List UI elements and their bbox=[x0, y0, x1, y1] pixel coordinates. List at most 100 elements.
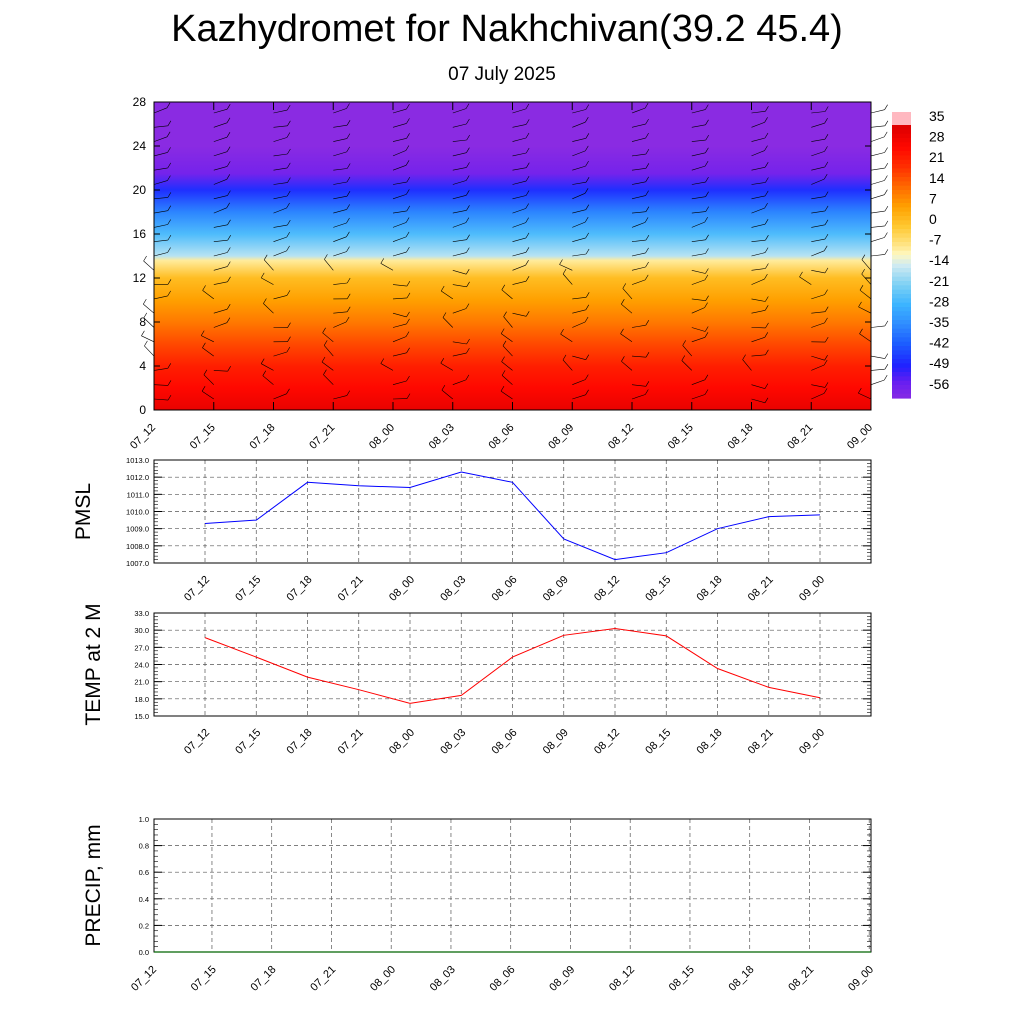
wind-barb-staff bbox=[572, 138, 586, 142]
wind-barb-staff bbox=[333, 236, 347, 242]
wind-barb-flag bbox=[405, 217, 410, 223]
wind-barb-flag bbox=[525, 119, 530, 125]
wind-barb-flag bbox=[884, 120, 889, 126]
wind-barb-staff bbox=[144, 345, 155, 357]
colorbar-cell bbox=[892, 354, 911, 360]
wind-barb-flag bbox=[406, 133, 410, 139]
wind-barb-flag bbox=[585, 204, 590, 210]
wind-barb-staff bbox=[870, 167, 885, 171]
wind-barb-staff bbox=[560, 333, 573, 343]
wind-barb-staff bbox=[333, 395, 347, 400]
colorbar-cell bbox=[892, 146, 911, 152]
colorbar-cell bbox=[892, 233, 911, 239]
wind-barb-flag bbox=[466, 147, 470, 153]
wind-barb-flag bbox=[645, 163, 650, 169]
wind-barb-staff bbox=[621, 303, 633, 314]
wind-barb-staff bbox=[501, 361, 513, 371]
wind-barb-flag bbox=[286, 245, 290, 252]
colorbar-cell bbox=[892, 125, 911, 130]
wind-barb-staff bbox=[273, 109, 288, 114]
colorbar-cell bbox=[892, 289, 911, 295]
y-tick-label: 0 bbox=[139, 403, 146, 417]
wind-barb-staff bbox=[859, 289, 872, 300]
y-tick-label: 15.0 bbox=[134, 712, 149, 721]
wind-barb-staff bbox=[503, 316, 513, 328]
wind-barb-flag bbox=[858, 301, 862, 308]
wind-barb-staff bbox=[512, 237, 527, 242]
wind-barb-flag bbox=[764, 247, 769, 253]
wind-barb-flag bbox=[585, 232, 589, 239]
wind-barb-staff bbox=[452, 108, 467, 114]
x-tick-label: 08_03 bbox=[427, 422, 457, 452]
wind-barb-flag bbox=[764, 273, 768, 280]
wind-barb-flag bbox=[465, 269, 470, 275]
colorbar-label: 0 bbox=[929, 211, 937, 227]
wind-barb-staff bbox=[559, 264, 573, 271]
y-tick-label: 1.0 bbox=[139, 815, 149, 824]
wind-barb-staff bbox=[631, 324, 646, 328]
wind-barb-staff bbox=[203, 374, 215, 385]
wind-barb-flag bbox=[824, 134, 829, 140]
wind-barb-staff bbox=[631, 211, 646, 214]
colorbar-cell bbox=[892, 207, 911, 213]
wind-barb-flag bbox=[704, 274, 709, 281]
wind-barb-flag bbox=[286, 231, 290, 238]
x-tick-label: 08_12 bbox=[592, 574, 622, 604]
colorbar-cell bbox=[892, 315, 911, 321]
wind-barb-staff bbox=[572, 297, 587, 300]
wind-barb-staff bbox=[322, 332, 334, 343]
colorbar-cell bbox=[892, 112, 911, 117]
x-tick-label: 09_00 bbox=[797, 727, 827, 757]
wind-barb-flag bbox=[682, 340, 686, 346]
wind-barb-staff bbox=[440, 362, 453, 371]
wind-barb-staff bbox=[572, 309, 586, 314]
wind-barb-flag bbox=[286, 388, 290, 394]
wind-barb-flag bbox=[323, 340, 328, 346]
wind-barb-flag bbox=[440, 285, 445, 292]
wind-barb-staff bbox=[213, 179, 227, 185]
wind-barb-flag bbox=[167, 247, 171, 253]
wind-barb-staff bbox=[751, 111, 766, 114]
wind-barb-flag bbox=[501, 370, 506, 376]
x-tick-label: 08_03 bbox=[428, 964, 458, 994]
wind-barb-flag bbox=[465, 217, 470, 223]
colorbar-cell bbox=[892, 224, 911, 230]
wind-barb-flag bbox=[584, 316, 589, 323]
wind-barb-flag bbox=[884, 364, 889, 370]
pmsl-panel: 1013.0 1012.0 1011.0 1010.0 1009.0 1008.0 1007… bbox=[72, 456, 872, 604]
wind-barb-staff bbox=[562, 273, 573, 285]
wind-barb-flag bbox=[466, 347, 470, 354]
colorbar-cell bbox=[892, 229, 911, 234]
x-tick-label: 08_06 bbox=[490, 727, 520, 757]
wind-barb-flag bbox=[824, 219, 829, 225]
wind-barb-staff bbox=[213, 151, 228, 157]
wind-barb-staff bbox=[452, 341, 467, 345]
wind-barb-flag bbox=[406, 176, 411, 183]
wind-barb-staff bbox=[392, 336, 407, 343]
wind-barb-flag bbox=[466, 281, 470, 287]
wind-barbs bbox=[141, 102, 889, 404]
wind-barb-staff bbox=[392, 123, 407, 128]
wind-barb-staff bbox=[333, 209, 347, 214]
x-tick-label: 07_21 bbox=[336, 727, 366, 757]
wind-barb-flag bbox=[764, 145, 768, 151]
wind-barb-staff bbox=[333, 282, 348, 285]
colorbar-cell bbox=[892, 328, 911, 334]
wind-barb-flag bbox=[884, 205, 889, 212]
wind-barb-flag bbox=[465, 175, 470, 181]
wind-barb-staff bbox=[333, 151, 347, 157]
wind-barb-staff bbox=[870, 152, 885, 157]
wind-barb-flag bbox=[585, 304, 590, 310]
wind-barb-flag bbox=[884, 162, 889, 169]
wind-barb-flag bbox=[585, 117, 589, 123]
colorbar-cell bbox=[892, 220, 911, 226]
x-tick-label: 09_00 bbox=[797, 574, 827, 604]
wind-barb-staff bbox=[213, 252, 228, 257]
colorbar-label: -7 bbox=[929, 232, 942, 248]
colorbar-label: 35 bbox=[929, 108, 945, 124]
colorbar-label: -42 bbox=[929, 335, 949, 351]
precip-panel: 1.0 0.8 0.6 0.4 0.2 0.0 07_12 07_15 07_18 07_21 08… bbox=[82, 815, 876, 994]
y-tick-label: 28 bbox=[133, 95, 147, 109]
wind-barb-flag bbox=[202, 342, 206, 348]
wind-barb-staff bbox=[631, 137, 646, 142]
